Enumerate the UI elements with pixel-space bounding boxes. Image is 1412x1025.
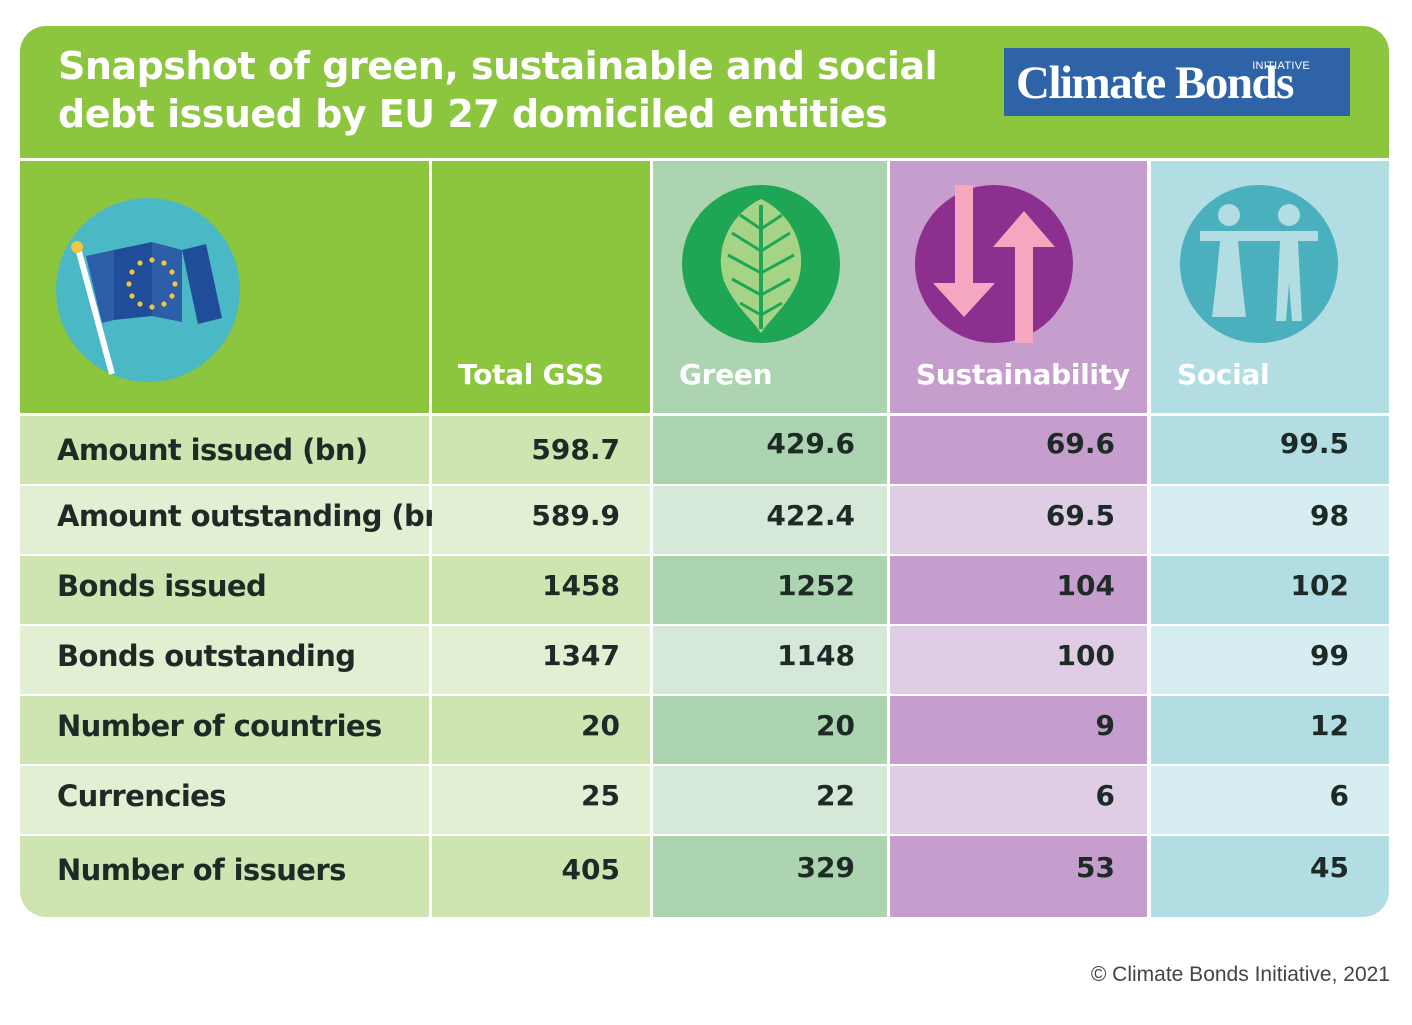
cell-green: 329 <box>796 851 855 884</box>
row-label: Number of countries <box>57 709 382 743</box>
cell-green: 1148 <box>777 639 855 672</box>
cell-sustainability: 69.6 <box>1045 427 1115 460</box>
column-header-sustainability: Sustainability <box>916 358 1130 391</box>
logo-text: Climate Bonds <box>1016 57 1294 109</box>
cell-green: 429.6 <box>766 427 855 460</box>
cell-green: 422.4 <box>766 499 855 532</box>
cell-social: 99 <box>1310 639 1349 672</box>
table-row: Currencies 25 22 6 6 <box>20 766 1389 834</box>
row-label: Bonds issued <box>57 569 267 603</box>
cell-green: 22 <box>816 779 855 812</box>
header-cell-sustainability: Sustainability <box>890 161 1147 413</box>
cell-social: 12 <box>1310 709 1349 742</box>
header-cell-green: Green <box>653 161 887 413</box>
cell-sustainability: 6 <box>1095 779 1115 812</box>
cell-green: 20 <box>816 709 855 742</box>
cell-sustainability: 100 <box>1056 639 1115 672</box>
logo-initiative-text: INITIATIVE <box>1252 60 1310 72</box>
cell-sustainability: 53 <box>1076 851 1115 884</box>
cell-social: 99.5 <box>1279 427 1349 460</box>
cell-total-gss: 1347 <box>542 639 620 672</box>
cell-social: 6 <box>1329 779 1349 812</box>
cell-sustainability: 69.5 <box>1045 499 1115 532</box>
leaf-icon <box>682 185 840 347</box>
eu-flag-icon <box>56 198 240 386</box>
header-cell-social: Social <box>1151 161 1389 413</box>
table-row: Amount outstanding (bn) 589.9 422.4 69.5… <box>20 486 1389 554</box>
table-row: Bonds outstanding 1347 1148 100 99 <box>20 626 1389 694</box>
table-row: Number of countries 20 20 9 12 <box>20 696 1389 764</box>
table-row: Number of issuers 405 329 53 45 <box>20 836 1389 917</box>
table-row: Bonds issued 1458 1252 104 102 <box>20 556 1389 624</box>
column-header-green: Green <box>679 358 773 391</box>
cell-social: 102 <box>1290 569 1349 602</box>
cell-total-gss: 589.9 <box>531 499 620 532</box>
cell-sustainability: 104 <box>1056 569 1115 602</box>
column-header-social: Social <box>1177 358 1270 391</box>
people-icon <box>1180 185 1338 347</box>
cell-total-gss: 25 <box>581 779 620 812</box>
header-cell-total: Total GSS <box>432 161 650 413</box>
arrows-up-down-icon <box>915 185 1073 347</box>
row-label: Currencies <box>57 779 227 813</box>
column-header-total-gss: Total GSS <box>458 358 604 391</box>
cell-total-gss: 598.7 <box>531 433 620 466</box>
row-label: Amount outstanding (bn) <box>57 499 458 533</box>
title-line-2: debt issued by EU 27 domiciled entities <box>58 92 888 136</box>
copyright-text: © Climate Bonds Initiative, 2021 <box>1090 963 1390 986</box>
title-bar: Snapshot of green, sustainable and socia… <box>20 26 1389 158</box>
row-label: Amount issued (bn) <box>57 433 368 467</box>
header-cell-flag <box>20 161 429 413</box>
summary-card: Snapshot of green, sustainable and socia… <box>20 26 1389 917</box>
cell-social: 98 <box>1310 499 1349 532</box>
title-line-1: Snapshot of green, sustainable and socia… <box>58 44 938 88</box>
climate-bonds-logo: INITIATIVE Climate Bonds <box>1004 48 1350 116</box>
cell-sustainability: 9 <box>1095 709 1115 742</box>
cell-total-gss: 1458 <box>542 569 620 602</box>
page-title: Snapshot of green, sustainable and socia… <box>58 42 958 138</box>
cell-total-gss: 20 <box>581 709 620 742</box>
cell-green: 1252 <box>777 569 855 602</box>
table-row: Amount issued (bn) 598.7 429.6 69.6 99.5 <box>20 416 1389 484</box>
row-label: Bonds outstanding <box>57 639 356 673</box>
cell-total-gss: 405 <box>561 853 620 886</box>
row-label: Number of issuers <box>57 853 346 887</box>
cell-social: 45 <box>1310 851 1349 884</box>
